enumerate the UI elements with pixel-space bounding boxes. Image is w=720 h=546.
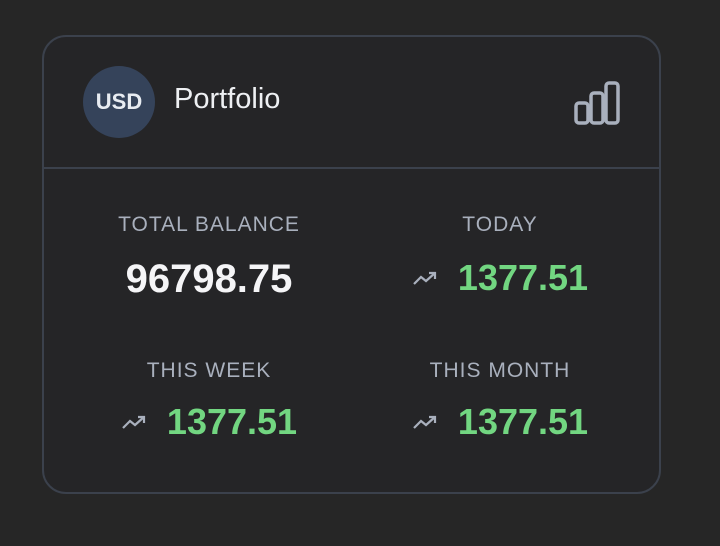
trend-icon <box>413 415 437 429</box>
stat-today: TODAY 1377.51 <box>350 213 650 299</box>
card-header: USD Portfolio <box>44 37 659 169</box>
stat-value-row: 96798.75 <box>59 257 359 302</box>
stat-value: 1377.51 <box>457 401 589 442</box>
stat-month: THIS MONTH 1377.51 <box>350 359 650 443</box>
stat-label: THIS MONTH <box>429 359 571 382</box>
stat-value: 1377.51 <box>166 401 298 442</box>
portfolio-card: USD Portfolio TOTAL BALANCE 96798.75 TOD… <box>42 35 661 494</box>
trend-icon <box>122 415 146 429</box>
stat-value-row: 1377.51 <box>350 401 650 443</box>
stat-week: THIS WEEK 1377.51 <box>59 359 359 443</box>
stat-total: TOTAL BALANCE 96798.75 <box>59 213 359 302</box>
card-title: Portfolio <box>174 83 281 115</box>
stat-value-row: 1377.51 <box>59 401 359 443</box>
stat-label: TOTAL BALANCE <box>118 213 300 236</box>
stat-label: TODAY <box>462 213 538 236</box>
stat-value: 96798.75 <box>125 257 293 301</box>
currency-avatar: USD <box>83 66 155 138</box>
chart-button[interactable] <box>573 79 621 127</box>
stat-label: THIS WEEK <box>146 359 272 382</box>
trend-icon <box>413 271 437 285</box>
stat-value-row: 1377.51 <box>350 257 650 299</box>
stat-value: 1377.51 <box>457 257 589 298</box>
